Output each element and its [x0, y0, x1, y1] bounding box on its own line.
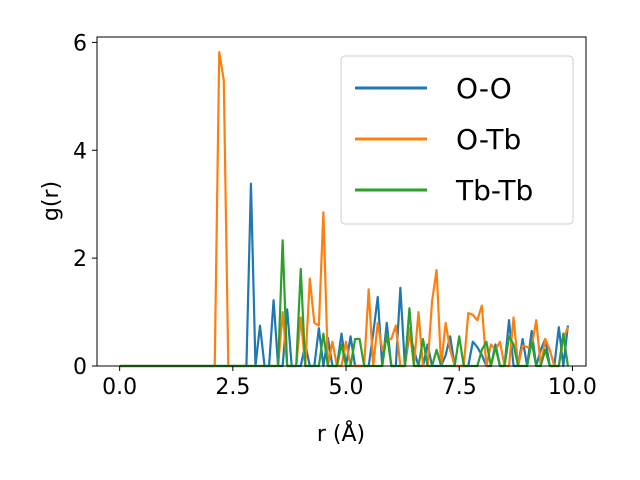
x-axis: 0.0 2.5 5.0 7.5 10.0: [102, 366, 597, 400]
y-tick-label: 4: [73, 139, 87, 164]
y-axis: 0 2 4 6: [73, 31, 97, 380]
y-axis-label: g(r): [39, 181, 64, 221]
legend-box: [340, 55, 574, 225]
plot-frame: [96, 36, 587, 367]
legend-label-tb-tb: Tb-Tb: [455, 174, 533, 207]
x-tick-label: 0.0: [102, 375, 137, 400]
legend-label-o-o: O-O: [456, 72, 512, 105]
y-tick-label: 6: [73, 31, 87, 56]
y-tick-label: 0: [73, 355, 87, 380]
x-tick-label: 10.0: [548, 375, 597, 400]
x-axis-label: r (Å): [317, 420, 365, 447]
x-tick-label: 2.5: [215, 375, 250, 400]
legend-label-o-tb: O-Tb: [456, 123, 521, 156]
x-tick-label: 5.0: [329, 375, 364, 400]
legend: O-O O-Tb Tb-Tb: [340, 55, 574, 225]
x-tick-label: 7.5: [442, 375, 477, 400]
y-tick-label: 2: [73, 247, 87, 272]
